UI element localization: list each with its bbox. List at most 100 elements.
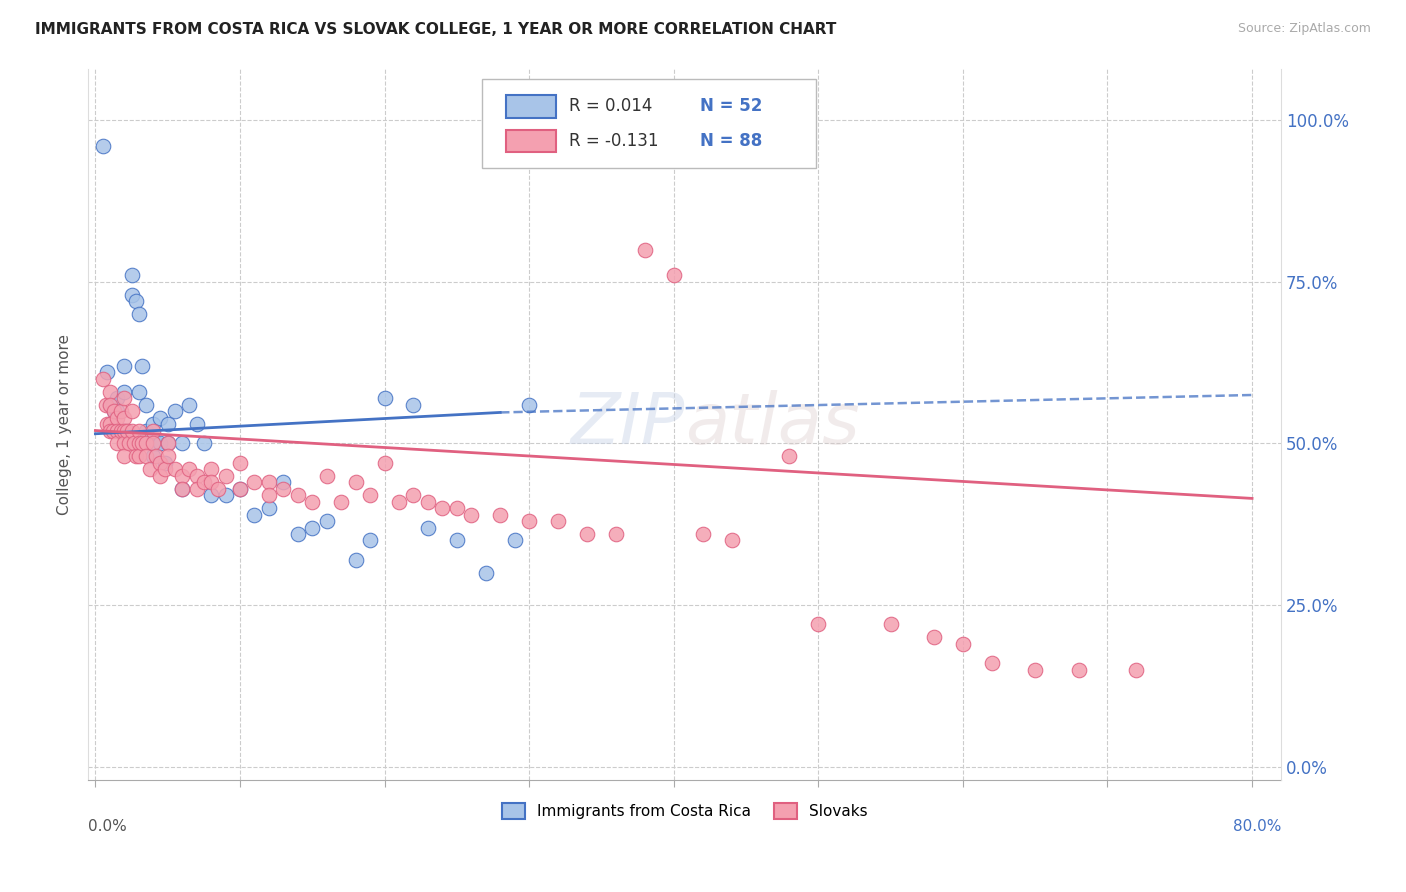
Point [98,398,121,412]
Point [117,436,139,450]
Point [121,404,143,418]
Text: IMMIGRANTS FROM COSTA RICA VS SLOVAK COLLEGE, 1 YEAR OR MORE CORRELATION CHART: IMMIGRANTS FROM COSTA RICA VS SLOVAK COL… [35,22,837,37]
Point [103,404,125,418]
Point [112,359,135,373]
Text: N = 88: N = 88 [700,132,762,150]
Point [179,398,201,412]
Point [101,424,124,438]
Point [214,488,236,502]
Point [156,450,179,464]
Point [778,450,800,464]
Point [98,424,121,438]
Text: N = 52: N = 52 [700,97,762,115]
Point [229,482,252,496]
Point [446,501,468,516]
Point [359,488,381,502]
Point [112,384,135,399]
Point [503,533,526,548]
Point [315,514,337,528]
Point [344,553,367,567]
Point [229,456,252,470]
Point [179,462,201,476]
Point [110,424,132,438]
Legend: Immigrants from Costa Rica, Slovaks: Immigrants from Costa Rica, Slovaks [495,797,873,825]
Point [200,462,222,476]
Point [142,424,165,438]
Point [172,468,194,483]
Point [149,468,172,483]
Point [374,391,396,405]
Point [105,424,128,438]
Point [112,391,135,405]
Point [243,475,266,490]
FancyBboxPatch shape [482,79,815,168]
Point [103,404,125,418]
Point [879,617,901,632]
Point [121,268,143,283]
Point [128,424,150,438]
Point [156,436,179,450]
Point [257,501,280,516]
Point [110,404,132,418]
Point [149,456,172,470]
Point [172,436,194,450]
Point [112,424,135,438]
Point [105,436,128,450]
Point [149,436,172,450]
Text: 80.0%: 80.0% [1233,819,1281,834]
Bar [506,129,555,153]
Point [112,436,135,450]
Text: 0.0%: 0.0% [89,819,127,834]
Point [692,527,714,541]
Point [125,294,148,309]
Point [446,533,468,548]
Point [1125,663,1147,677]
Point [1067,663,1090,677]
Point [952,637,974,651]
Point [135,436,157,450]
Point [91,372,114,386]
Point [200,488,222,502]
Point [243,508,266,522]
Point [517,398,540,412]
Point [257,475,280,490]
Text: R = 0.014: R = 0.014 [569,97,652,115]
Point [172,482,194,496]
Point [344,475,367,490]
Point [121,424,143,438]
Point [273,482,295,496]
Point [720,533,742,548]
Point [547,514,569,528]
Point [121,287,143,301]
Point [1024,663,1046,677]
Point [142,417,165,431]
Point [186,417,208,431]
Point [301,494,323,508]
Point [807,617,830,632]
Point [287,527,309,541]
Point [214,468,236,483]
Point [186,482,208,496]
Point [416,520,439,534]
Point [980,657,1002,671]
Point [257,488,280,502]
Point [474,566,496,580]
Point [922,631,945,645]
Text: R = -0.131: R = -0.131 [569,132,658,150]
Point [96,417,118,431]
Text: Source: ZipAtlas.com: Source: ZipAtlas.com [1237,22,1371,36]
Point [402,488,425,502]
Point [139,462,162,476]
Bar [506,95,555,118]
Point [153,456,176,470]
Point [128,384,150,399]
Point [517,514,540,528]
Point [139,436,162,450]
Point [128,436,150,450]
Point [186,468,208,483]
Point [135,398,157,412]
Point [153,462,176,476]
Point [98,417,121,431]
Point [416,494,439,508]
Point [125,450,148,464]
